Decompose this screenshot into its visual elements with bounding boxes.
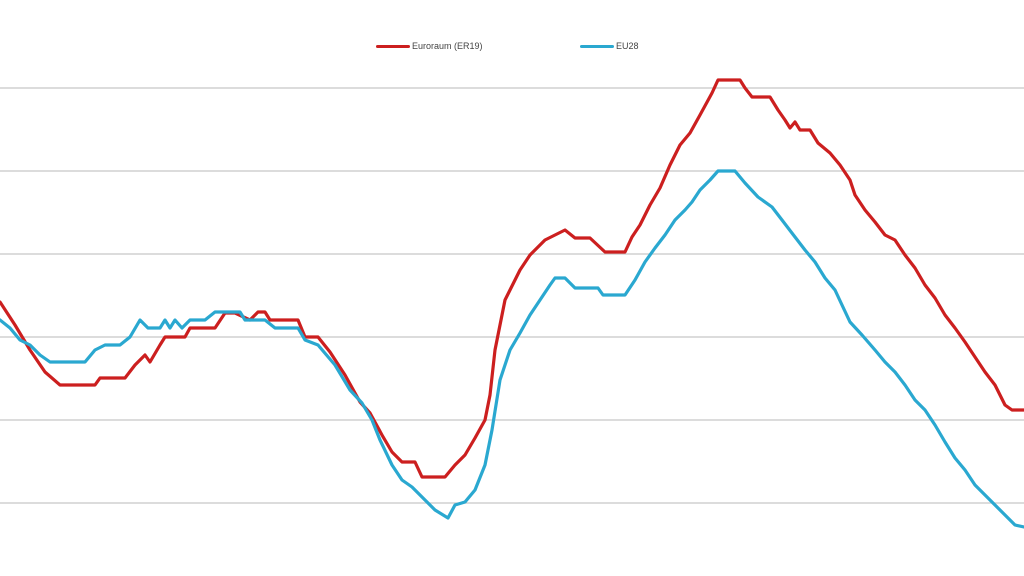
legend-swatch-eu28 bbox=[580, 44, 614, 48]
legend-swatch-euroraum bbox=[376, 44, 410, 48]
legend-label-eu28: EU28 bbox=[616, 41, 639, 51]
gridlines bbox=[0, 87, 1024, 504]
chart-legend: Euroraum (ER19) EU28 bbox=[0, 41, 1024, 57]
legend-label-euroraum: Euroraum (ER19) bbox=[412, 41, 483, 51]
series-line-euroraum bbox=[0, 78, 1024, 479]
series-lines bbox=[0, 78, 1024, 529]
legend-item-eu28: EU28 bbox=[580, 41, 639, 51]
series-line-eu28 bbox=[0, 169, 1024, 529]
legend-item-euroraum: Euroraum (ER19) bbox=[376, 41, 483, 51]
